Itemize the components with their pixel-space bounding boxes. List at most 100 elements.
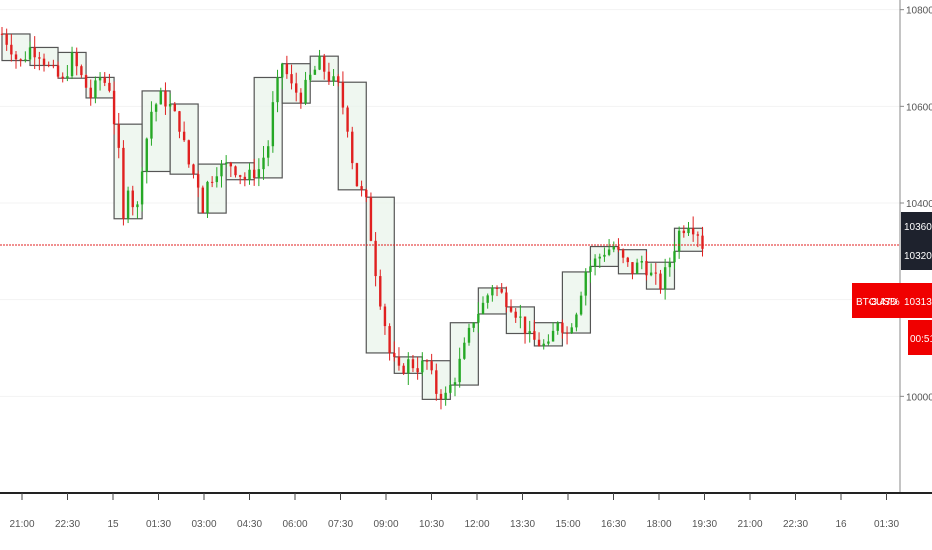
candle-body xyxy=(243,176,247,180)
candle-body xyxy=(206,181,209,214)
candle-body xyxy=(150,111,153,139)
candles xyxy=(0,27,704,410)
candle-body xyxy=(430,361,433,371)
candle-body xyxy=(365,189,368,198)
candle-body xyxy=(374,240,377,277)
candle-body xyxy=(52,65,55,67)
candle-body xyxy=(94,80,97,98)
candle-body xyxy=(61,76,64,79)
candle-body xyxy=(453,382,457,386)
candle-body xyxy=(603,254,606,257)
candle-body xyxy=(159,90,162,105)
x-tick-label: 10:30 xyxy=(419,519,444,530)
candle-body xyxy=(421,360,424,373)
candle-body xyxy=(290,74,293,84)
range-high-label: 10360.0 xyxy=(901,212,932,240)
x-tick-label: 12:00 xyxy=(464,519,489,530)
candle-body xyxy=(649,272,653,276)
candle-body xyxy=(612,246,615,250)
candle-body xyxy=(397,356,401,366)
candle-body xyxy=(122,147,125,219)
candle-body xyxy=(299,92,303,104)
candle-body xyxy=(509,306,513,312)
symbol-price-tag: BTCUSD -3.47% 10313.0 xyxy=(852,283,932,318)
candle-body xyxy=(5,33,8,45)
candle-body xyxy=(640,261,643,263)
candle-body xyxy=(276,77,279,103)
candle-body xyxy=(220,164,223,177)
candle-body xyxy=(495,287,499,289)
x-tick-label: 06:00 xyxy=(282,519,307,530)
x-tick-label: 04:30 xyxy=(237,519,262,530)
candle-body xyxy=(472,322,475,328)
candle-body xyxy=(481,302,485,314)
candle-body xyxy=(295,83,298,93)
countdown-tag: 00:51 xyxy=(908,320,932,355)
x-tick-label: 16:30 xyxy=(601,519,626,530)
candle-body xyxy=(131,190,134,208)
candle-body xyxy=(607,249,611,255)
candle-body xyxy=(388,326,391,353)
y-tick-label: 10000.0 xyxy=(906,392,932,403)
candle-body xyxy=(551,330,555,342)
candle-body xyxy=(24,59,27,61)
candle-body xyxy=(598,256,601,259)
candle-body xyxy=(10,44,13,55)
candle-body xyxy=(281,63,284,78)
x-axis[interactable]: 21:00 22:30 15 01:30 03:00 04:30 06:00 07:30 09:… xyxy=(9,493,899,530)
candle-body xyxy=(691,228,695,235)
candle-body xyxy=(407,359,410,374)
y-tick-label: 10800.0 xyxy=(906,6,932,17)
candle-body xyxy=(178,111,181,132)
candle-body xyxy=(285,63,289,75)
candle-body xyxy=(187,140,190,165)
candle-body xyxy=(626,257,629,263)
candle-body xyxy=(393,352,396,357)
candle-body xyxy=(0,33,4,35)
candle-body xyxy=(28,47,32,60)
y-tick-label: 10400.0 xyxy=(906,199,932,210)
candle-body xyxy=(556,322,559,331)
candle-body xyxy=(84,75,88,88)
candle-body xyxy=(117,124,120,148)
candle-body xyxy=(379,276,382,307)
candle-body xyxy=(80,66,83,76)
candle-body xyxy=(355,163,359,187)
candle-body xyxy=(584,271,587,296)
candle-body xyxy=(654,272,657,274)
candle-body xyxy=(383,306,387,327)
candle-body xyxy=(304,79,307,104)
candle-body xyxy=(435,370,438,394)
range-low-label: 10320.0 xyxy=(901,240,932,270)
candle-body xyxy=(33,47,36,58)
candle-body xyxy=(659,273,662,290)
candle-body xyxy=(668,262,672,268)
candle-body xyxy=(621,249,625,258)
candle-body xyxy=(173,104,176,112)
candle-body xyxy=(248,169,251,180)
candle-body xyxy=(528,331,531,334)
change-label: -3.47% xyxy=(868,297,900,308)
symbol-label: BTCUSD xyxy=(856,297,897,308)
candle-body xyxy=(192,164,195,175)
candle-body xyxy=(108,82,111,91)
range-boxes xyxy=(1,33,704,400)
candle-body xyxy=(257,169,261,178)
range-high-label-text: 10360.0 xyxy=(904,222,932,233)
candle-body xyxy=(38,57,41,59)
x-tick-label: 21:00 xyxy=(737,519,762,530)
candle-body xyxy=(337,76,340,83)
candle-body xyxy=(579,295,583,315)
candle-body xyxy=(42,58,46,65)
candle-body xyxy=(519,316,522,318)
candle-body xyxy=(215,176,219,183)
candle-body xyxy=(201,187,205,214)
x-tick-label: 16 xyxy=(835,519,847,530)
candle-body xyxy=(224,162,228,165)
candle-body xyxy=(309,74,312,80)
candle-body xyxy=(70,52,74,77)
candle-body xyxy=(593,258,597,267)
candle-body xyxy=(360,186,363,190)
x-tick-label: 07:30 xyxy=(328,519,353,530)
